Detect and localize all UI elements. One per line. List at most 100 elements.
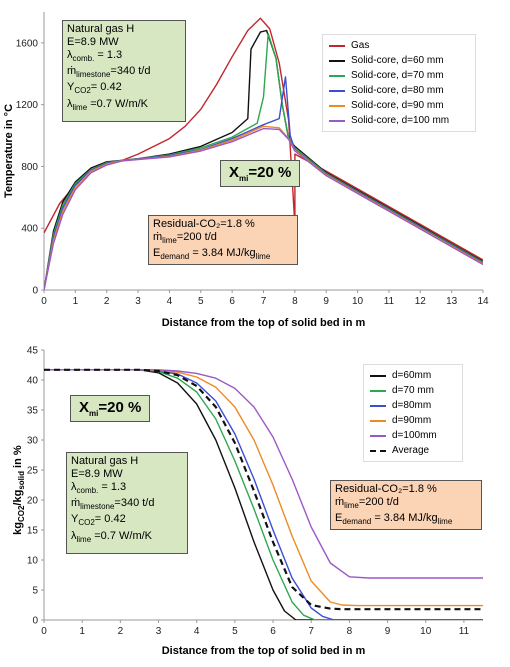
legend-entry: d=80mm [364, 398, 462, 413]
legend-label: d=80mm [392, 400, 432, 411]
x-tick-label: 3 [156, 626, 162, 637]
parameters-box-bottom: Natural gas H E=8.9 MW λcomb. = 1.3 ṁlim… [66, 452, 188, 554]
legend-swatch [370, 404, 386, 407]
legend-entry: d=70 mm [364, 383, 462, 398]
x-tick-label: 0 [41, 296, 47, 307]
residual-box-bottom: Residual-CO₂=1.8 % ṁlime=200 t/d Edemand… [330, 480, 482, 530]
x-tick-label: 12 [415, 296, 427, 307]
x-tick-label: 5 [198, 296, 204, 307]
legend-swatch [370, 434, 386, 437]
legend-label: d=100mm [392, 430, 437, 441]
x-tick-label: 10 [420, 626, 432, 637]
x-tick-label: 9 [385, 626, 391, 637]
series-line [44, 369, 483, 579]
x-tick-label: 11 [384, 296, 395, 307]
legend-label: Solid-core, d=90 mm [351, 100, 444, 111]
legend-swatch [329, 74, 345, 77]
param-fuel: Natural gas H [67, 23, 135, 35]
legend-swatch [370, 374, 386, 377]
param-lambda-comb: λcomb. = 1.3 [71, 481, 127, 496]
param-lambda-comb: λcomb. = 1.3 [67, 49, 123, 64]
x-tick-label: 3 [135, 296, 141, 307]
legend-entry: Solid-core, d=80 mm [323, 83, 475, 98]
legend-label: d=70 mm [392, 385, 434, 396]
legend-entry: Average [364, 443, 462, 458]
legend-entry: Solid-core, d=70 mm [323, 68, 475, 83]
x-tick-label: 13 [446, 296, 458, 307]
series-line [44, 368, 483, 611]
series-line [44, 125, 483, 290]
y-tick-label: 1600 [16, 38, 39, 49]
x-tick-label: 6 [229, 296, 235, 307]
legend-label: d=90mm [392, 415, 432, 426]
y-tick-label: 1200 [16, 100, 39, 111]
param-fuel: Natural gas H [71, 455, 139, 467]
legend-label: d=60mm [392, 370, 432, 381]
x-tick-label: 14 [477, 296, 489, 307]
param-lambda-lime: λlime =0.7 W/m/K [67, 97, 148, 112]
xm-badge-top: Xmi=20 % [220, 160, 301, 187]
x-tick-label: 10 [352, 296, 364, 307]
x-tick-label: 8 [347, 626, 353, 637]
y-tick-label: 35 [27, 406, 39, 417]
param-mass-limestone: ṁlimestone=340 t/d [71, 497, 155, 512]
y-tick-label: 40 [27, 376, 39, 387]
x-tick-label: 6 [270, 626, 276, 637]
y-tick-label: 15 [27, 526, 39, 537]
x-tick-label: 0 [41, 626, 47, 637]
residual-co2: Residual-CO₂=1.8 % [153, 218, 255, 230]
x-tick-label: 5 [232, 626, 238, 637]
energy-demand: Edemand = 3.84 MJ/kglime [153, 247, 271, 262]
legend-entry: Solid-core, d=60 mm [323, 53, 475, 68]
x-tick-label: 1 [79, 626, 85, 637]
x-tick-label: 4 [167, 296, 173, 307]
legend-top: Gas Solid-core, d=60 mm Solid-core, d=70 m… [322, 34, 476, 132]
param-yco2: YCO2= 0.42 [71, 513, 126, 528]
legend-bottom: d=60mm d=70 mm d=80mm d=90mm d=100mm Average [363, 364, 463, 462]
legend-swatch [329, 119, 345, 122]
x-tick-label: 9 [323, 296, 329, 307]
legend-swatch [329, 104, 345, 107]
legend-entry: Solid-core, d=100 mm [323, 113, 475, 128]
legend-entry: d=90mm [364, 413, 462, 428]
energy-demand: Edemand = 3.84 MJ/kglime [335, 512, 453, 527]
x-tick-label: 7 [261, 296, 267, 307]
legend-label: Average [392, 445, 430, 456]
param-energy: E=8.9 MW [67, 36, 119, 48]
legend-label: Solid-core, d=60 mm [351, 55, 444, 66]
x-axis-label-top: Distance from the top of solid bed in m [162, 317, 366, 329]
residual-box-top: Residual-CO₂=1.8 % ṁlime=200 t/d Edemand… [148, 215, 298, 265]
y-tick-label: 20 [27, 496, 39, 507]
legend-swatch [370, 389, 386, 392]
residual-co2: Residual-CO₂=1.8 % [335, 483, 437, 495]
x-axis-label-bottom: Distance from the top of solid bed in m [162, 645, 366, 657]
param-yco2: YCO2= 0.42 [67, 81, 122, 96]
y-tick-label: 25 [27, 466, 39, 477]
param-energy: E=8.9 MW [71, 468, 123, 480]
x-tick-label: 2 [104, 296, 110, 307]
mass-lime: ṁlime=200 t/d [153, 231, 217, 246]
x-tick-label: 7 [308, 626, 314, 637]
legend-label: Gas [351, 40, 370, 51]
mass-lime: ṁlime=200 t/d [335, 496, 399, 511]
x-tick-label: 2 [118, 626, 124, 637]
legend-swatch [370, 419, 386, 422]
param-lambda-lime: λlime =0.7 W/m/K [71, 529, 152, 544]
y-axis-label-bottom: kgCO2/kgsolid in % [11, 445, 27, 535]
legend-swatch [329, 89, 345, 92]
x-tick-label: 11 [459, 626, 470, 637]
legend-swatch [329, 44, 345, 47]
y-tick-label: 5 [32, 586, 38, 597]
y-tick-label: 0 [32, 616, 38, 627]
legend-label: Solid-core, d=80 mm [351, 85, 444, 96]
x-tick-label: 8 [292, 296, 298, 307]
legend-entry: d=100mm [364, 428, 462, 443]
y-tick-label: 400 [21, 224, 38, 235]
series-line [44, 127, 483, 290]
legend-label: Solid-core, d=100 mm [351, 115, 450, 126]
parameters-box-top: Natural gas H E=8.9 MW λcomb. = 1.3 ṁlim… [62, 20, 186, 122]
y-tick-label: 0 [32, 286, 38, 297]
x-tick-label: 4 [194, 626, 200, 637]
legend-label: Solid-core, d=70 mm [351, 70, 444, 81]
